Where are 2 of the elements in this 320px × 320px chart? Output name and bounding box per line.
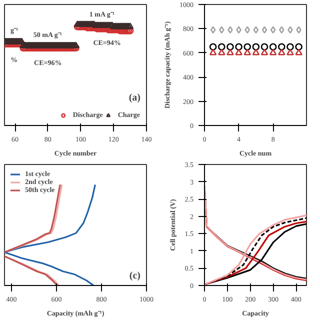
annotation: (c) bbox=[129, 270, 141, 282]
annotation: (a) bbox=[128, 92, 141, 104]
